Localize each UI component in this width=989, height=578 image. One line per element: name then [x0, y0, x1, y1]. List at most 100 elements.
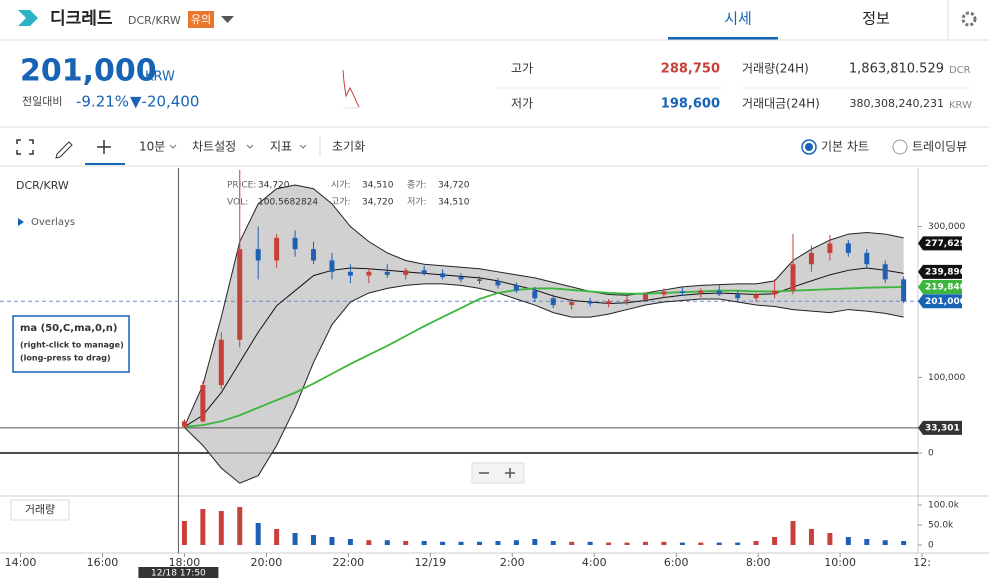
reset[interactable]: 초기화: [332, 140, 365, 154]
low-label: 저가: [511, 97, 533, 111]
sparkline: [342, 69, 360, 108]
vol: 1,863,810.529: [849, 62, 944, 77]
x-tick-label: 12/19: [414, 556, 446, 569]
volume-label: 거래량: [25, 503, 55, 516]
basic-chart[interactable]: 기본 차트: [821, 140, 869, 154]
high: 288,750: [661, 62, 720, 77]
x-tick-label: 12:: [913, 556, 931, 569]
candle-body: [569, 302, 575, 306]
price-tag: [918, 294, 962, 309]
coin-name: 디크레드: [50, 9, 113, 29]
x-tick-label: 6:00: [664, 556, 689, 569]
settings-icon[interactable]: [961, 11, 977, 27]
symbol: DCR/KRW: [16, 179, 69, 192]
volume-bar: [901, 541, 907, 545]
info-value: 100.5682824: [258, 198, 318, 208]
candle-body: [679, 291, 685, 293]
x-tick-label: 2:00: [500, 556, 525, 569]
candle-body: [200, 385, 206, 422]
logo: [18, 10, 38, 26]
volume-bar: [753, 541, 759, 545]
indicators[interactable]: 지표: [270, 140, 292, 154]
badge-bg: [188, 11, 214, 28]
candle-body: [642, 294, 648, 300]
radio-off[interactable]: [892, 139, 908, 155]
vol-label: 거래량(24H): [742, 62, 809, 76]
chevrons: [169, 144, 307, 149]
volume-bar: [329, 537, 335, 545]
candle-body: [292, 237, 298, 250]
candle-body: [181, 421, 187, 427]
candle-body: [274, 237, 280, 261]
candle-body: [532, 290, 538, 299]
x-tick-label: 16:00: [87, 556, 119, 569]
x-tick-label: 4:00: [582, 556, 607, 569]
change-label: 전일대비: [22, 94, 62, 108]
price-tag: [918, 236, 962, 251]
price-tag-label: 201,000: [925, 297, 966, 307]
volume-bar: [181, 521, 187, 545]
info-label: 종가:: [407, 180, 427, 191]
tradingview[interactable]: 트레이딩뷰: [912, 140, 967, 154]
fullscreen-icon[interactable]: [16, 139, 34, 155]
tab[interactable]: 정보: [862, 10, 890, 28]
badge: 유의: [191, 13, 211, 26]
candle-body: [384, 271, 390, 275]
candle-body: [476, 279, 482, 281]
candle-body: [901, 279, 907, 302]
vol-tick-label: 0: [928, 541, 934, 551]
tab[interactable]: 시세: [724, 10, 752, 28]
high-label: 고가: [511, 62, 533, 76]
y-tick-label: 300,000: [928, 222, 965, 232]
volume-bar: [808, 529, 814, 545]
candle-body: [421, 270, 427, 274]
draw-icon[interactable]: [55, 141, 73, 159]
info-value: 34,510: [438, 198, 470, 208]
volume-bar: [513, 540, 519, 545]
candle-body: [661, 291, 667, 295]
volume-bar: [587, 541, 593, 545]
radio-on[interactable]: [801, 139, 817, 155]
candle-body: [440, 273, 446, 278]
crosshair-label-box: [138, 567, 219, 578]
legend-text: (long-press to drag): [20, 354, 111, 363]
info-label: 저가:: [407, 197, 427, 208]
volume-bar: [569, 541, 575, 545]
price-tag-label: 219,840: [925, 283, 966, 293]
overlays: Overlays: [31, 217, 75, 228]
x-tick-label: 18:00: [169, 556, 201, 569]
vol-tick-label: 50.0k: [928, 521, 954, 531]
amt-unit: KRW: [949, 100, 972, 111]
candle-body: [255, 249, 261, 261]
candle-body: [311, 249, 317, 261]
dropdown[interactable]: [221, 16, 234, 23]
x-tick-label: 8:00: [746, 556, 771, 569]
candle-body: [716, 290, 722, 295]
volume-bar: [735, 542, 741, 545]
radio-dot: [805, 143, 813, 151]
candle-body: [329, 260, 335, 272]
candle-body: [808, 252, 814, 265]
candle-body: [550, 298, 556, 306]
volume-bar: [606, 542, 612, 545]
chart-settings[interactable]: 차트설정: [192, 140, 236, 154]
volume-bar: [864, 539, 870, 545]
legend-box: [12, 315, 130, 373]
volume-bar: [200, 509, 206, 545]
volume-bar: [421, 541, 427, 545]
crosshair-icon[interactable]: [97, 140, 111, 154]
candle-body: [864, 252, 870, 265]
candle-body: [753, 294, 759, 299]
volume-bar: [495, 541, 501, 545]
interval[interactable]: 10분: [139, 140, 165, 154]
volume-bar: [458, 541, 464, 545]
volume-bar: [476, 541, 482, 545]
volume-bar: [772, 537, 778, 545]
indicator-line: [183, 184, 904, 427]
y-tick-label: 100,000: [928, 373, 965, 383]
volume-bar: [292, 533, 298, 545]
volume-bar: [274, 529, 280, 545]
candle-body: [735, 294, 741, 299]
candle-body: [237, 249, 243, 340]
pair: DCR/KRW: [128, 14, 181, 27]
